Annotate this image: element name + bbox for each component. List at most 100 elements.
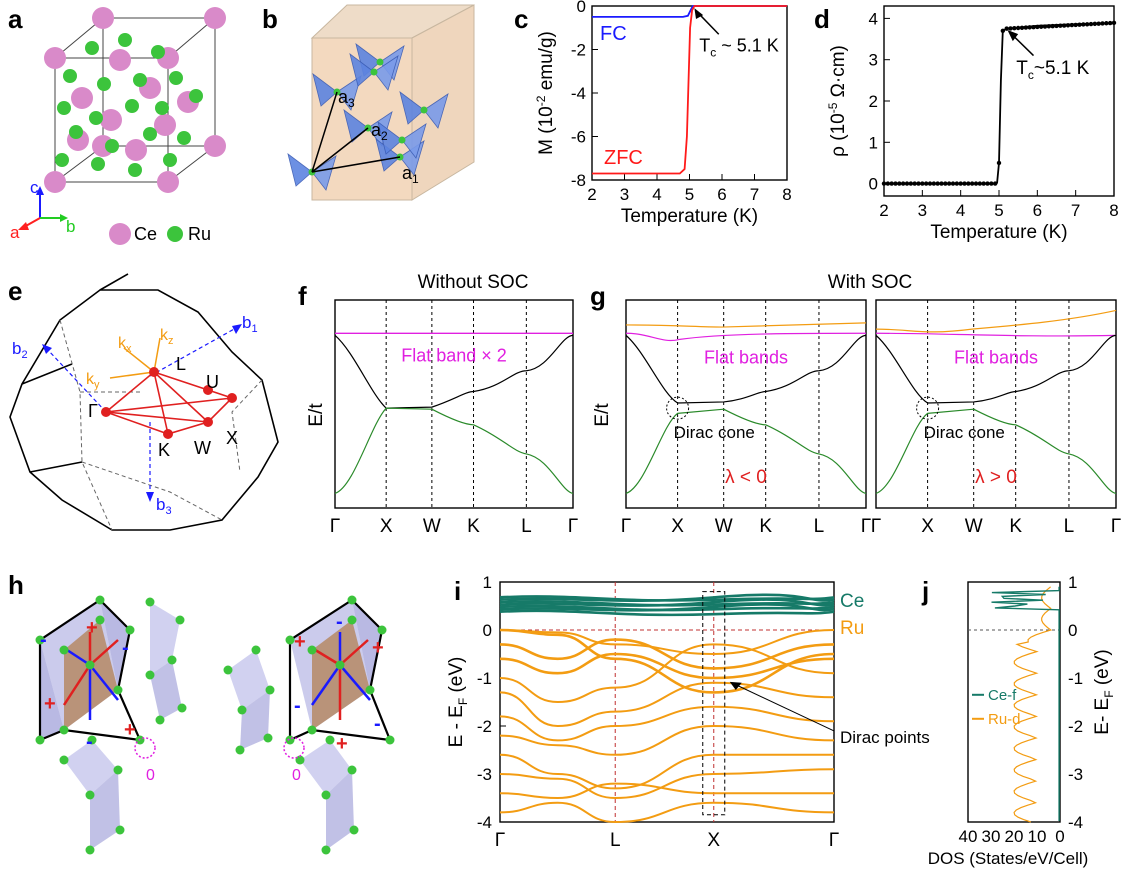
reciprocal-vectors xyxy=(47,327,237,496)
data-point xyxy=(985,181,990,186)
lower-dispersive-band xyxy=(334,407,574,495)
data-point xyxy=(1042,24,1048,29)
data-point xyxy=(996,160,1002,166)
panel-g-title: With SOC xyxy=(828,272,912,293)
data-point xyxy=(1023,25,1029,30)
point-L: L xyxy=(176,354,186,374)
ru-site xyxy=(235,745,245,755)
vector-a1: a1 xyxy=(402,163,419,186)
data-point xyxy=(1027,25,1032,30)
ru-d-band xyxy=(499,724,835,756)
data-point xyxy=(1031,24,1036,30)
ru-site xyxy=(347,615,357,625)
data-point xyxy=(977,181,983,186)
panel-c: c 2 3 4 5 6 7 8 0 -2 -4 -6 -8 Temperature (K) M (10-2 … xyxy=(514,0,792,227)
data-point xyxy=(1077,22,1082,27)
svg-text:+: + xyxy=(44,693,56,715)
ce-atom xyxy=(44,171,66,193)
ru-site xyxy=(347,765,357,775)
k-label: Γ xyxy=(1111,516,1121,537)
ru-atoms xyxy=(55,33,203,177)
b3-arrowhead xyxy=(146,492,154,502)
k-label: Γ xyxy=(330,516,340,537)
svg-text:-: - xyxy=(294,695,301,717)
ru-atom xyxy=(169,71,183,85)
data-point xyxy=(1035,24,1040,30)
svg-text:+: + xyxy=(336,733,348,755)
k-label: W xyxy=(715,516,733,537)
data-point xyxy=(1088,21,1094,27)
ce-atom xyxy=(44,47,66,69)
ru4-tetrahedron xyxy=(373,55,399,91)
data-point xyxy=(1054,23,1059,29)
k-label: L xyxy=(1064,516,1075,537)
panels-f-g: f Without SOC E/t Γ X W K L Γ Flat band × 2 g With … xyxy=(298,272,1121,537)
ru-site xyxy=(95,615,105,625)
data-point xyxy=(1065,23,1071,28)
b3-label: b3 xyxy=(156,495,172,517)
y-tick-label: 0 xyxy=(869,175,878,194)
y-tick-label: -3 xyxy=(477,765,492,784)
data-point xyxy=(992,181,998,186)
panel-label-h: h xyxy=(8,570,24,600)
ru-d-band xyxy=(499,753,834,790)
ru4-tetrahedron xyxy=(312,73,338,107)
tc-arrowhead xyxy=(1007,29,1019,42)
dirac-cone-marker xyxy=(916,396,940,420)
data-point xyxy=(1107,20,1113,26)
ru-d-band xyxy=(499,782,834,800)
ru-site xyxy=(59,725,69,735)
ru4-tetrahedron xyxy=(287,153,313,187)
ru-site xyxy=(95,595,105,605)
ru-site xyxy=(335,660,345,670)
y-tick-label: 0 xyxy=(1068,621,1077,640)
data-point xyxy=(885,181,891,186)
data-point xyxy=(943,181,948,186)
ru-atom xyxy=(151,45,165,59)
ru-site xyxy=(347,595,357,605)
panel-label-i: i xyxy=(454,576,461,606)
dirac-points-box xyxy=(702,591,726,816)
ru4-tetrahedron xyxy=(349,53,375,87)
axis-b-label: b xyxy=(66,217,75,236)
data-point xyxy=(897,181,902,186)
ru-sites xyxy=(35,595,395,855)
k-label: X xyxy=(671,516,684,537)
ce-f-dos-curve xyxy=(991,586,1060,821)
ce-f-legend: Ce-f xyxy=(988,687,1017,704)
ce-legend-marker xyxy=(109,223,131,245)
lower-dispersive-band xyxy=(875,408,1117,495)
y-tick-label: 4 xyxy=(869,9,878,28)
x-tick-label: 3 xyxy=(918,201,927,220)
ru-atom xyxy=(97,77,111,91)
ru-site xyxy=(385,735,395,745)
k-label: L xyxy=(814,516,825,537)
ru-site xyxy=(237,705,247,715)
x-tick-label: 4 xyxy=(956,201,965,220)
ru-site xyxy=(59,645,69,655)
flat-bands-annotation: Flat bands xyxy=(954,347,1038,367)
data-point xyxy=(1061,23,1067,28)
band-frame xyxy=(875,299,1117,509)
b1-label: b1 xyxy=(242,313,258,335)
data-point xyxy=(1012,26,1017,31)
band-plot-frame xyxy=(499,581,835,823)
ru4-tetrahedron xyxy=(311,155,337,191)
upper-dispersive-band xyxy=(334,334,574,409)
dirac-points-label: Dirac points xyxy=(840,728,930,747)
ru-site xyxy=(113,765,123,775)
k-label: Γ xyxy=(861,516,871,537)
x-tick-label: 6 xyxy=(1033,201,1042,220)
data-point xyxy=(1004,26,1009,31)
ru-site xyxy=(321,845,331,855)
tetrahedra xyxy=(287,43,449,191)
data-point xyxy=(904,181,910,186)
flat-band-annotation: Flat band × 2 xyxy=(401,345,507,365)
data-point xyxy=(916,181,921,186)
ru4-tetrahedron xyxy=(423,93,449,129)
dirac-cone-label: Dirac cone xyxy=(674,423,755,442)
axis-c-label: c xyxy=(30,178,39,197)
ce-atom xyxy=(100,109,122,131)
ru-site xyxy=(145,597,155,607)
ru-d-dos-curve xyxy=(1013,586,1053,823)
